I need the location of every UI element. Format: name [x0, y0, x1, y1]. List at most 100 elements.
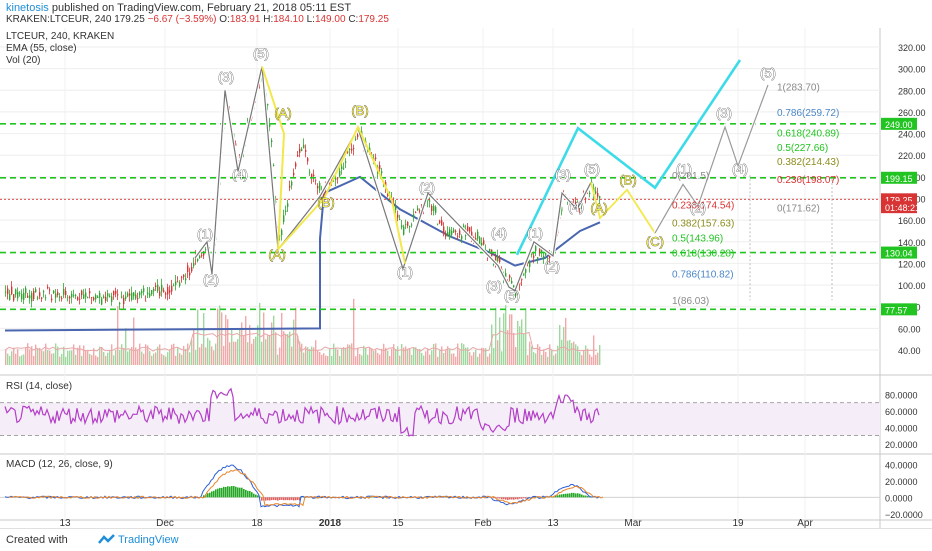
macd-histogram-bar — [571, 493, 573, 498]
candle-body — [17, 292, 18, 298]
candle-body — [99, 293, 100, 298]
volume-bar — [155, 352, 156, 365]
open-value: 183.91 — [230, 14, 261, 25]
volume-bar — [17, 349, 18, 365]
volume-bar — [279, 348, 280, 365]
macd-histogram-bar — [513, 497, 515, 499]
volume-bar — [169, 350, 170, 365]
fib-mid-level-6: 1(86.03) — [672, 296, 709, 307]
volume-bar — [91, 355, 92, 365]
volume-bar — [77, 348, 78, 365]
candle-body — [105, 297, 106, 301]
candle-body — [141, 291, 142, 293]
volume-bar — [533, 352, 534, 365]
candle-body — [177, 282, 178, 283]
volume-bar — [277, 355, 278, 365]
volume-bar — [89, 354, 90, 365]
macd-histogram-bar — [239, 488, 241, 498]
macd-histogram-bar — [225, 487, 227, 497]
candle-body — [183, 275, 184, 277]
volume-bar — [79, 345, 80, 365]
macd-histogram-bar — [517, 497, 519, 499]
volume-bar — [63, 347, 64, 365]
volume-bar — [221, 312, 222, 365]
volume-bar — [583, 350, 584, 365]
volume-bar — [395, 350, 396, 365]
fib-right-level-4: 0.382(214.43) — [777, 157, 839, 168]
volume-bar — [327, 356, 328, 365]
candle-body — [181, 277, 182, 278]
candle-body — [31, 293, 32, 301]
volume-bar — [181, 355, 182, 365]
volume-bar — [175, 356, 176, 365]
wave-label-yellow-6: (C) — [646, 234, 664, 249]
macd-histogram-bar — [523, 497, 525, 498]
volume-bar — [293, 320, 294, 365]
volume-bar — [469, 352, 470, 365]
volume-bar — [173, 344, 174, 365]
candle-body — [529, 262, 530, 267]
volume-bar — [243, 336, 244, 365]
candle-body — [435, 207, 436, 213]
candle-body — [457, 236, 458, 237]
candle-body — [403, 227, 404, 235]
candle-body — [589, 193, 590, 194]
volume-bar — [323, 353, 324, 365]
volume-bar — [587, 349, 588, 365]
volume-bar — [435, 343, 436, 365]
price-chart[interactable]: 1(283.70)0.786(259.72)0.618(240.89)0.5(2… — [0, 28, 932, 528]
macd-histogram-bar — [505, 497, 507, 499]
volume-bar — [329, 349, 330, 365]
macd-histogram-bar — [573, 493, 575, 497]
candle-body — [135, 295, 136, 299]
candle-body — [337, 177, 338, 179]
candle-body — [185, 278, 186, 280]
volume-bar — [473, 352, 474, 365]
candle-body — [315, 180, 316, 181]
volume-bar — [151, 356, 152, 365]
publish-line: kinetosis published on TradingView.com, … — [6, 2, 351, 14]
volume-bar — [441, 346, 442, 365]
volume-bar — [195, 350, 196, 365]
candle-body — [115, 291, 116, 294]
volume-bar — [237, 339, 238, 365]
volume-bar — [415, 347, 416, 365]
macd-histogram-bar — [507, 497, 509, 500]
volume-bar — [383, 344, 384, 365]
volume-bar — [9, 356, 10, 365]
rsi-tick-1: 60.0000 — [885, 407, 918, 417]
candle-body — [139, 293, 140, 296]
volume-bar — [509, 314, 510, 365]
macd-histogram-bar — [213, 491, 215, 498]
volume-bar — [295, 308, 296, 365]
candle-body — [467, 226, 468, 231]
tradingview-brand[interactable]: TradingView — [118, 534, 179, 546]
candle-body — [407, 222, 408, 226]
macd-histogram-bar — [279, 497, 281, 500]
macd-histogram-bar — [217, 489, 219, 498]
candle-body — [443, 227, 444, 234]
macd-histogram-bar — [267, 497, 269, 500]
volume-bar — [377, 353, 378, 365]
volume-bar — [369, 348, 370, 365]
candle-body — [429, 201, 430, 202]
volume-bar — [115, 350, 116, 365]
volume-bar — [489, 353, 490, 365]
candle-body — [299, 149, 300, 153]
candle-body — [109, 296, 110, 297]
macd-histogram-bar — [227, 486, 229, 497]
volume-bar — [75, 355, 76, 365]
fib-right-level-6: 0(171.62) — [777, 204, 820, 215]
volume-bar — [501, 351, 502, 365]
time-tick-8: 19 — [732, 518, 744, 528]
tradingview-logo-icon — [98, 533, 116, 547]
macd-histogram-bar — [287, 497, 289, 500]
macd-histogram-bar — [241, 488, 243, 498]
volume-bar — [591, 357, 592, 365]
volume-bar — [53, 353, 54, 365]
volume-bar — [335, 348, 336, 365]
candle-body — [89, 291, 90, 293]
candle-body — [309, 172, 310, 173]
candle-body — [297, 155, 298, 156]
author-link[interactable]: kinetosis — [6, 2, 49, 14]
